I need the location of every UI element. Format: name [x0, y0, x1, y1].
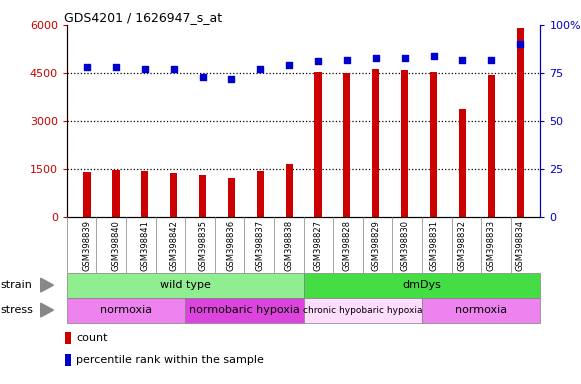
Point — [198, 74, 207, 80]
Bar — [517, 28, 523, 217]
Bar — [67, 298, 185, 323]
Text: wild type: wild type — [160, 280, 211, 290]
Bar — [257, 171, 264, 217]
Point — [111, 64, 120, 70]
Bar — [343, 73, 350, 217]
Bar — [65, 333, 71, 344]
Point — [169, 66, 178, 72]
Point — [313, 58, 322, 65]
Point — [487, 56, 496, 63]
Bar — [372, 69, 379, 217]
Point — [285, 62, 294, 68]
Text: normobaric hypoxia: normobaric hypoxia — [189, 305, 300, 315]
Bar — [285, 164, 293, 217]
Text: strain: strain — [1, 280, 33, 290]
Text: chronic hypobaric hypoxia: chronic hypobaric hypoxia — [303, 306, 422, 314]
Text: count: count — [76, 333, 107, 343]
Bar — [303, 273, 540, 298]
Bar — [401, 70, 408, 217]
Bar — [422, 298, 540, 323]
Text: normoxia: normoxia — [100, 305, 152, 315]
Point — [458, 56, 467, 63]
Text: percentile rank within the sample: percentile rank within the sample — [76, 354, 264, 364]
Text: normoxia: normoxia — [455, 305, 507, 315]
Point — [400, 55, 409, 61]
Point — [515, 41, 525, 47]
Point — [342, 56, 352, 63]
Bar — [84, 172, 91, 217]
Polygon shape — [41, 303, 53, 317]
Bar — [430, 72, 437, 217]
Bar — [459, 109, 466, 217]
Point — [429, 53, 438, 59]
Point — [140, 66, 149, 72]
Bar — [228, 178, 235, 217]
Point — [371, 55, 381, 61]
Point — [256, 66, 265, 72]
Bar — [487, 75, 495, 217]
Bar — [65, 354, 71, 366]
Bar — [112, 170, 120, 217]
Bar — [199, 175, 206, 217]
Bar — [170, 173, 177, 217]
Text: GDS4201 / 1626947_s_at: GDS4201 / 1626947_s_at — [64, 11, 223, 24]
Point — [227, 76, 236, 82]
Bar — [67, 273, 303, 298]
Point — [83, 64, 92, 70]
Bar — [185, 298, 303, 323]
Polygon shape — [41, 278, 53, 292]
Text: stress: stress — [1, 305, 34, 315]
Bar — [303, 298, 422, 323]
Bar — [141, 170, 148, 217]
Bar — [314, 72, 322, 217]
Text: dmDys: dmDys — [403, 280, 442, 290]
